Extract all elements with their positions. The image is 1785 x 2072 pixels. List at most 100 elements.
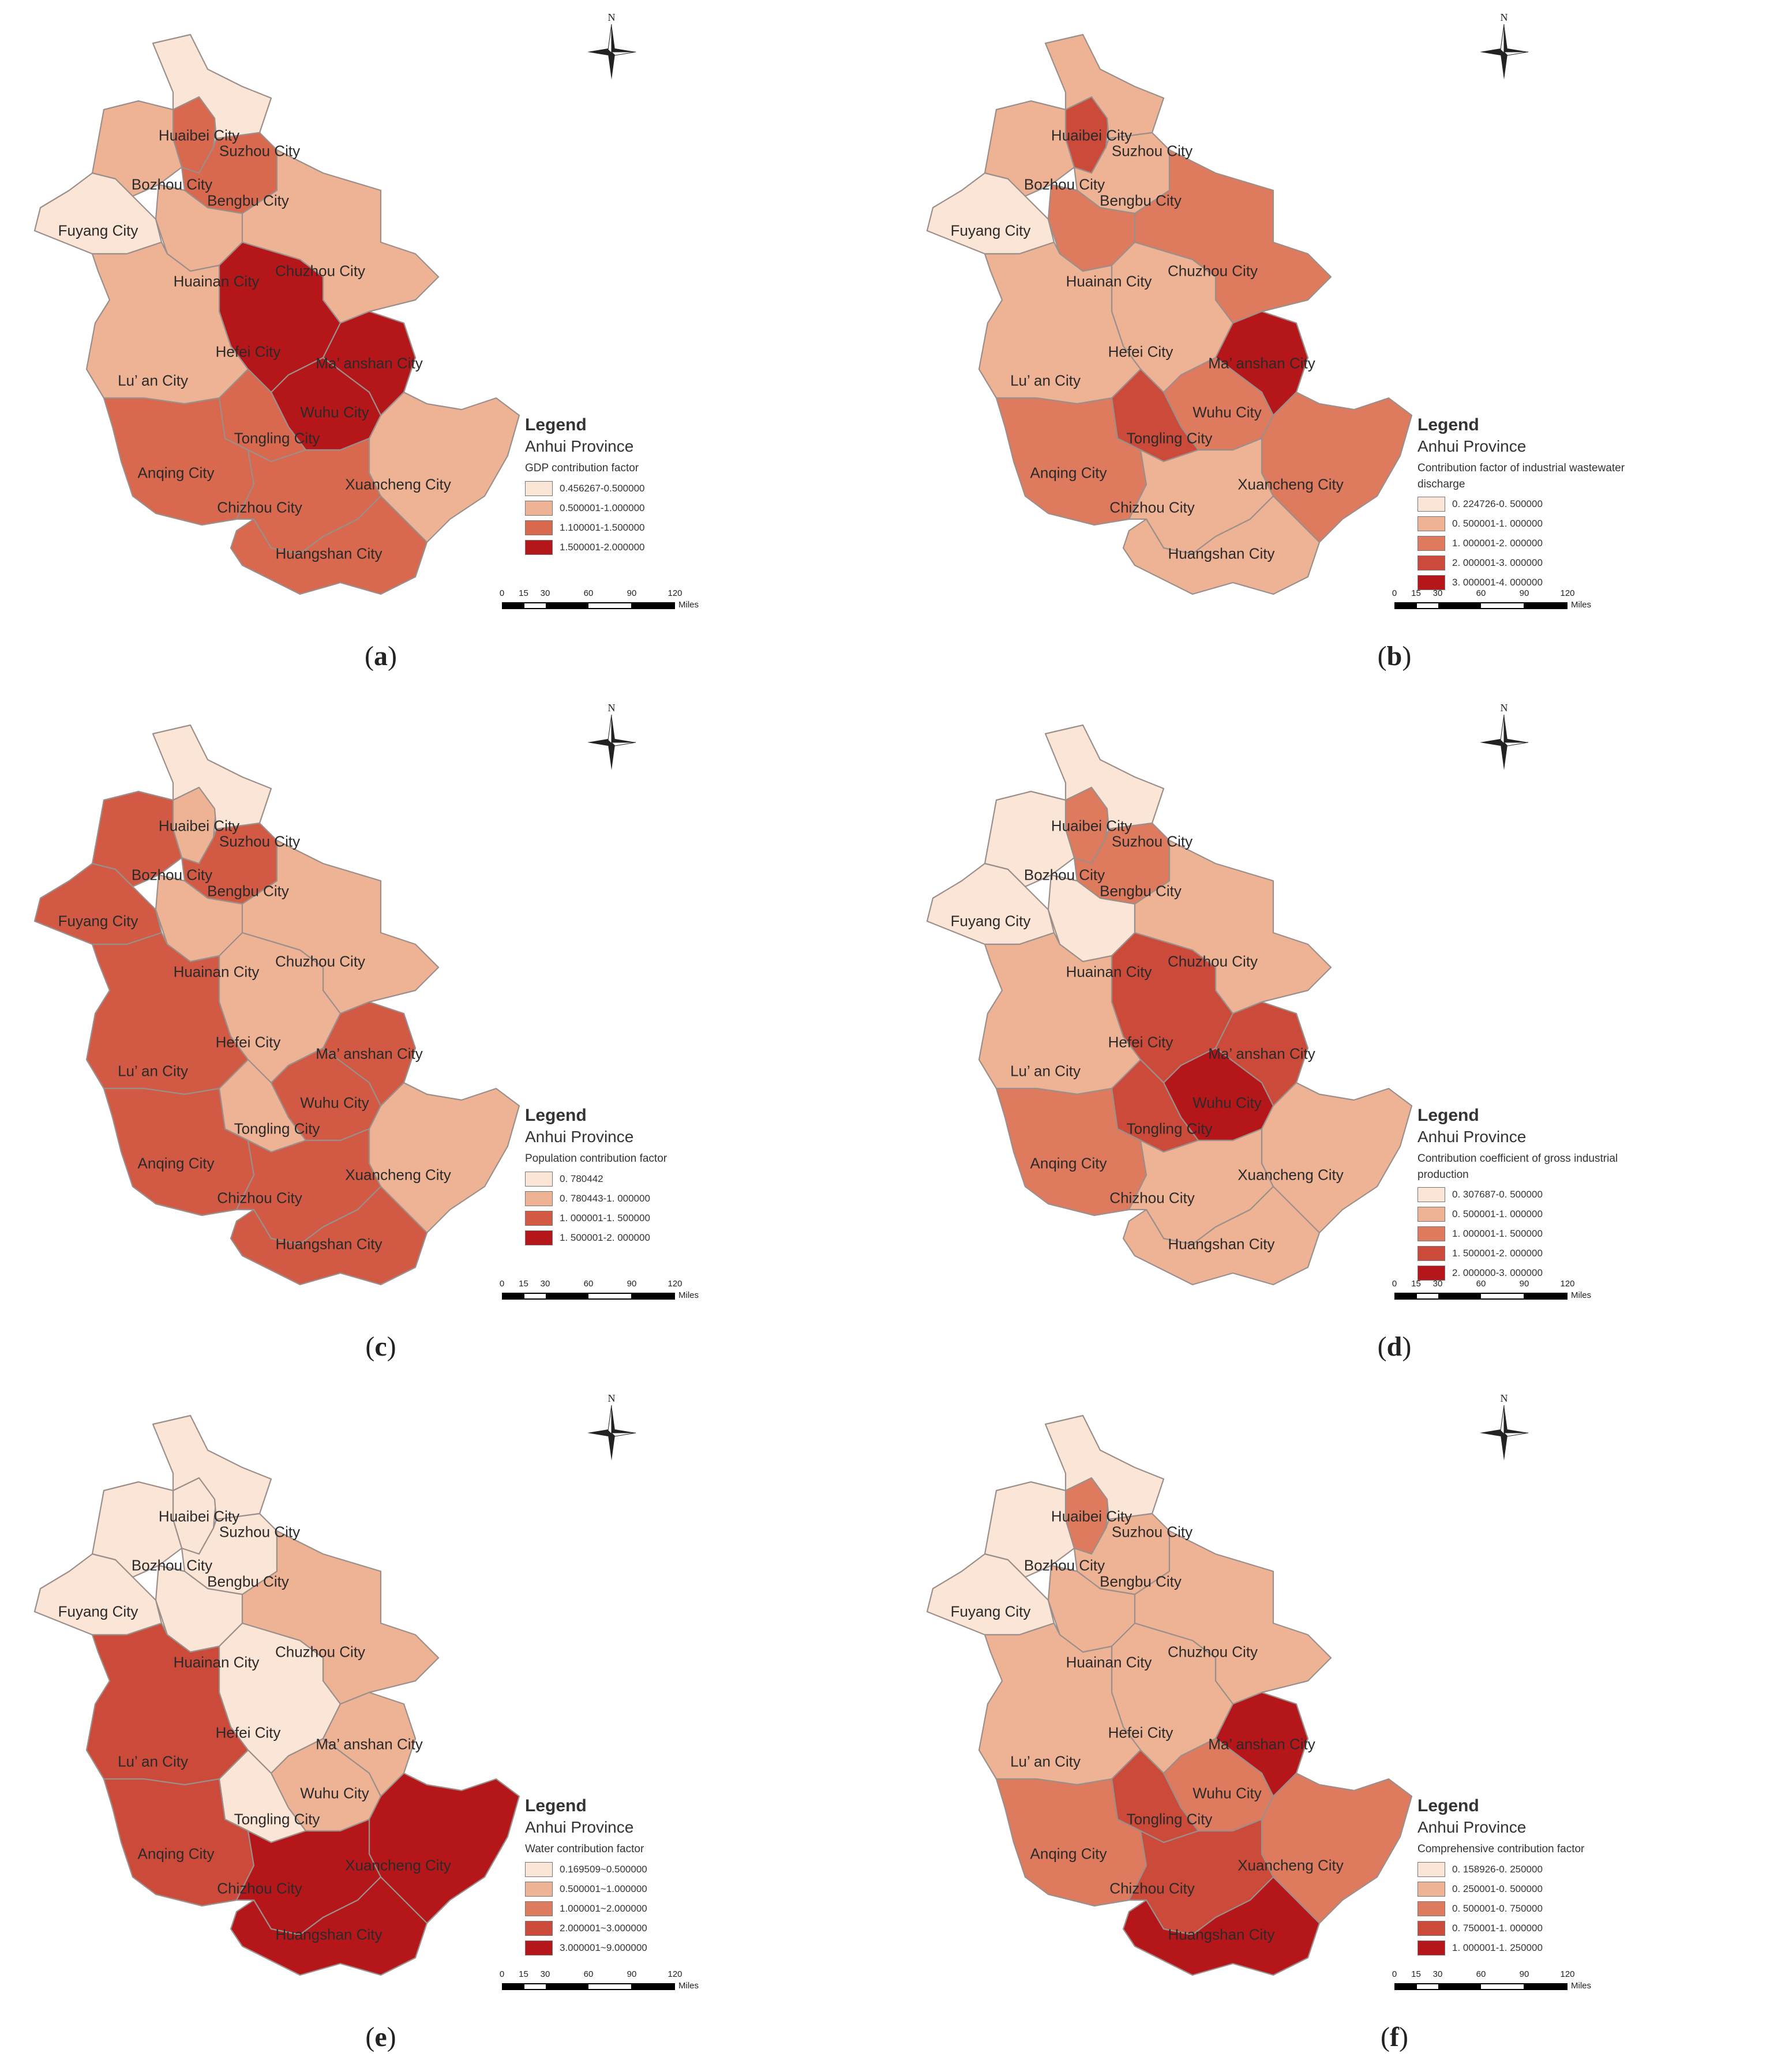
map-panel-d: Huaibei City Suzhou City Bozhou City Bengbu… [892, 690, 1785, 1381]
svg-text:N: N [608, 702, 616, 714]
city-label-wuhu-city: Wuhu City [300, 403, 369, 421]
city-label-huainan-city: Huainan City [173, 272, 260, 290]
legend-variable: Contribution coefficient of gross indust… [1417, 1153, 1618, 1181]
city-label-fuyang-city: Fuyang City [58, 912, 138, 930]
city-label-chizhou-city: Chizhou City [1109, 498, 1195, 516]
legend-item: 0.500001-1.000000 [525, 500, 733, 516]
region-huangshan-city[interactable] [230, 1876, 428, 1976]
legend-variable: Contribution factor of industrial wastew… [1417, 462, 1625, 490]
scale-bar: 0 15 30 60 90 120 Miles [1392, 588, 1602, 623]
region-huangshan-city[interactable] [230, 495, 428, 595]
legend-range-label: 2. 000000-3. 000000 [1452, 1267, 1543, 1279]
city-label-ma-anshan-city: Ma’ anshan City [316, 1045, 423, 1063]
legend-item: 0. 780442 [525, 1171, 733, 1187]
scale-bar: 0 15 30 60 90 120 Miles [500, 588, 710, 623]
city-label-tongling-city: Tongling City [1126, 429, 1213, 447]
legend-range-label: 1. 500001-2. 000000 [1452, 1248, 1543, 1259]
region-fuyang-city[interactable] [926, 1553, 1055, 1636]
legend-swatch [1417, 1187, 1445, 1203]
city-label-lu-an-city: Lu’ an City [118, 371, 188, 389]
city-label-chizhou-city: Chizhou City [1109, 1189, 1195, 1207]
region-huangshan-city[interactable] [1122, 495, 1321, 595]
legend-province: Anhui Province [1417, 1128, 1527, 1146]
scale-tick-label: 60 [583, 1279, 594, 1289]
legend-range-label: 0. 780442 [560, 1173, 603, 1184]
scale-tick-label: 60 [1476, 1969, 1486, 1979]
city-label-suzhou-city: Suzhou City [219, 142, 301, 160]
scale-tick-label: 120 [667, 588, 682, 598]
north-arrow-icon: N [583, 12, 640, 81]
legend-swatch [525, 481, 553, 496]
scale-bar-graphic [1394, 602, 1567, 609]
city-label-bengbu-city: Bengbu City [1100, 192, 1182, 209]
legend-range-label: 1.000001~2.000000 [560, 1902, 647, 1914]
scale-tick-label: 90 [627, 1279, 637, 1289]
scale-tick-label: 0 [1392, 588, 1397, 598]
region-huangshan-city[interactable] [1122, 1185, 1321, 1286]
city-label-fuyang-city: Fuyang City [58, 222, 138, 239]
scale-bar-graphic [1394, 1983, 1567, 1990]
city-label-chuzhou-city: Chuzhou City [1167, 1643, 1258, 1661]
panel-caption: (b) [1377, 641, 1412, 671]
map-panel-b: Huaibei City Suzhou City Bozhou City Bengbu… [892, 0, 1785, 690]
svg-text:N: N [1501, 1392, 1508, 1404]
city-label-bozhou-city: Bozhou City [1023, 175, 1105, 193]
legend-swatch [1417, 1246, 1445, 1262]
legend-item: 0. 307687-0. 500000 [1417, 1187, 1625, 1203]
scale-unit: Miles [1571, 600, 1592, 610]
province-map [926, 724, 1413, 1286]
scale-tick-label: 30 [540, 1279, 550, 1289]
legend-province: Anhui Province [525, 1128, 634, 1146]
city-label-chuzhou-city: Chuzhou City [275, 1643, 366, 1661]
city-label-huangshan-city: Huangshan City [275, 545, 382, 562]
legend-swatch [1417, 1901, 1445, 1916]
legend-range-label: 1.500001-2.000000 [560, 541, 645, 553]
region-huangshan-city[interactable] [230, 1185, 428, 1286]
city-label-wuhu-city: Wuhu City [1192, 403, 1262, 421]
city-label-bozhou-city: Bozhou City [131, 1556, 213, 1574]
city-label-huainan-city: Huainan City [1066, 1653, 1152, 1671]
city-label-xuancheng-city: Xuancheng City [345, 1166, 451, 1184]
city-label-ma-anshan-city: Ma’ anshan City [316, 354, 423, 372]
legend-swatch [1417, 1266, 1445, 1281]
scale-tick-label: 30 [540, 588, 550, 598]
legend-item: 0. 500001-0. 750000 [1417, 1901, 1625, 1916]
scale-tick-label: 60 [1476, 1279, 1486, 1289]
map-legend: Legend Anhui Province Contribution factor … [1417, 415, 1625, 591]
legend-swatch [525, 1230, 553, 1245]
city-label-wuhu-city: Wuhu City [1192, 1784, 1262, 1802]
legend-item: 1. 000001-2. 000000 [1417, 536, 1625, 551]
city-label-ma-anshan-city: Ma’ anshan City [1208, 1735, 1315, 1753]
legend-item: 0. 750001-1. 000000 [1417, 1920, 1625, 1936]
legend-item: 1. 000001-1. 500000 [1417, 1226, 1625, 1242]
city-label-huaibei-city: Huaibei City [1051, 817, 1132, 835]
legend-range-label: 0.500001~1.000000 [560, 1883, 647, 1894]
region-fuyang-city[interactable] [33, 172, 163, 255]
city-label-suzhou-city: Suzhou City [219, 1523, 301, 1541]
region-fuyang-city[interactable] [33, 1553, 163, 1636]
map-legend: Legend Anhui Province GDP contribution fac… [525, 415, 733, 555]
city-label-anqing-city: Anqing City [137, 1845, 215, 1863]
legend-swatch [1417, 497, 1445, 512]
city-label-xuancheng-city: Xuancheng City [1238, 1166, 1344, 1184]
legend-swatch [1417, 555, 1445, 571]
legend-range-label: 1.100001-1.500000 [560, 521, 645, 533]
region-fuyang-city[interactable] [926, 172, 1055, 255]
legend-swatch [525, 1210, 553, 1226]
svg-text:N: N [1501, 12, 1508, 23]
city-label-hefei-city: Hefei City [1108, 1033, 1173, 1051]
region-fuyang-city[interactable] [33, 862, 163, 945]
city-label-wuhu-city: Wuhu City [1192, 1094, 1262, 1112]
city-label-bozhou-city: Bozhou City [131, 175, 213, 193]
legend-item: 1.500001-2.000000 [525, 539, 733, 555]
scale-unit: Miles [678, 1981, 699, 1991]
city-label-wuhu-city: Wuhu City [300, 1784, 369, 1802]
region-huangshan-city[interactable] [1122, 1876, 1321, 1976]
legend-title: Legend [1417, 415, 1479, 434]
region-fuyang-city[interactable] [926, 862, 1055, 945]
city-label-hefei-city: Hefei City [1108, 343, 1173, 361]
map-panel-a: Huaibei City Suzhou City Bozhou City Bengbu… [0, 0, 892, 690]
legend-swatch [525, 1940, 553, 1955]
north-arrow-icon: N [1475, 702, 1533, 771]
map-legend: Legend Anhui Province Water contribution f… [525, 1796, 733, 1955]
